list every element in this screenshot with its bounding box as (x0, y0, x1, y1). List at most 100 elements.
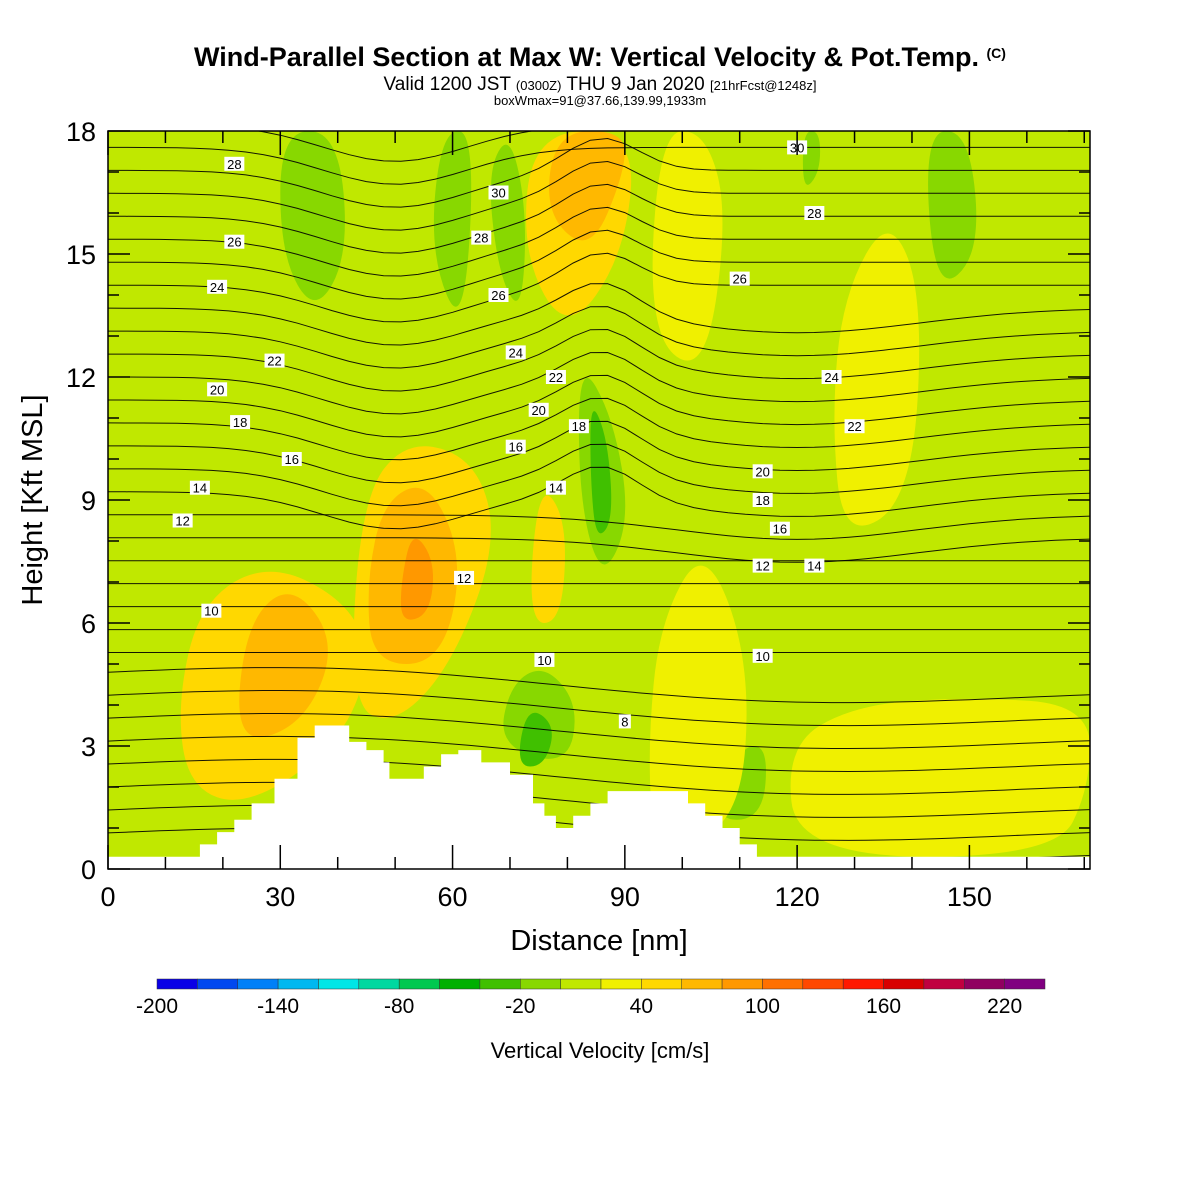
svg-text:14: 14 (549, 481, 563, 496)
velocity-region-20 (790, 698, 1090, 857)
velocity-region-18 (802, 131, 821, 185)
chart-title: Wind-Parallel Section at Max W: Vertical… (194, 42, 1006, 72)
x-tick-label: 0 (100, 882, 115, 912)
isentrope-line (108, 146, 1090, 185)
copyright-mark: (C) (986, 45, 1006, 61)
contour-label: 10 (201, 603, 222, 619)
y-tick-label: 0 (81, 855, 96, 885)
contour-label: 10 (752, 648, 773, 664)
x-axis-label: Distance [nm] (510, 925, 687, 957)
svg-text:16: 16 (773, 522, 787, 537)
contour-label: 22 (844, 419, 865, 434)
contour-label: 20 (752, 464, 773, 479)
x-tick-label: 60 (438, 882, 468, 912)
velocity-region-17 (928, 131, 977, 279)
colorbar-swatch (156, 978, 198, 990)
svg-text:12: 12 (755, 559, 769, 574)
svg-text:14: 14 (193, 481, 207, 496)
velocity-region-4 (400, 538, 434, 620)
svg-text:28: 28 (474, 231, 488, 246)
svg-text:10: 10 (204, 604, 218, 619)
contour-label: 28 (804, 206, 825, 221)
svg-text:24: 24 (210, 280, 224, 295)
y-axis: 0 3 6 9 12 15 18 (66, 117, 96, 885)
contour-label: 18 (752, 493, 773, 508)
isentrope-line (108, 420, 1090, 484)
x-tick-label: 120 (775, 882, 820, 912)
colorbar-swatch (1004, 978, 1046, 990)
svg-text:28: 28 (807, 206, 821, 221)
colorbar-swatch (762, 978, 804, 990)
contour-label: 16 (769, 521, 790, 537)
velocity-region-9 (490, 144, 526, 301)
colorbar-swatch (237, 978, 279, 990)
colorbar-tick-label: -200 (136, 995, 178, 1018)
svg-text:8: 8 (621, 714, 628, 729)
svg-text:20: 20 (210, 382, 224, 397)
contour-label: 8 (618, 714, 631, 729)
colorbar-tick-label: 160 (866, 995, 901, 1018)
svg-text:24: 24 (824, 370, 838, 385)
colorbar-tick-label: -140 (257, 995, 299, 1018)
svg-text:20: 20 (531, 403, 545, 418)
svg-text:22: 22 (549, 370, 563, 385)
x-tick-label: 90 (610, 882, 640, 912)
contour-label: 22 (264, 353, 285, 369)
colorbar-tick-label: 40 (630, 995, 653, 1018)
svg-text:28: 28 (227, 157, 241, 172)
contour-label: 14 (804, 558, 825, 574)
svg-text:18: 18 (572, 419, 586, 434)
y-tick-label: 15 (66, 240, 96, 270)
contour-label: 12 (752, 558, 773, 574)
isentrope-line (108, 667, 1090, 704)
contour-label: 30 (488, 185, 509, 201)
colorbar-tick-label: -20 (505, 995, 535, 1018)
contour-label: 28 (224, 156, 245, 172)
contour-label: 12 (454, 570, 475, 586)
colorbar-label: Vertical Velocity [cm/s] (490, 1038, 710, 1063)
chart-info: boxWmax=91@37.66,139.99,1933m (493, 93, 707, 108)
isentrope-line (108, 206, 1090, 277)
colorbar-swatch (318, 978, 360, 990)
velocity-region-16 (433, 131, 472, 307)
isentrope-line (108, 514, 1090, 540)
contour-label: 28 (471, 230, 492, 246)
isentrope-line (108, 713, 1090, 749)
svg-text:10: 10 (755, 649, 769, 664)
svg-text:30: 30 (491, 186, 505, 201)
svg-text:18: 18 (755, 493, 769, 508)
contour-label: 26 (224, 234, 245, 250)
svg-text:20: 20 (755, 464, 769, 479)
svg-text:24: 24 (508, 345, 522, 360)
velocity-region-22 (652, 131, 723, 361)
velocity-region-7 (549, 131, 625, 241)
velocity-region-19 (649, 565, 747, 840)
x-tick-label: 150 (947, 882, 992, 912)
potential-temperature-contours (108, 131, 1090, 864)
isentrope-line (108, 397, 1090, 461)
isentrope-line (108, 374, 1090, 438)
y-axis-label: Height [Kft MSL] (17, 394, 49, 605)
axis-ticks (107, 130, 1090, 870)
contour-label: 14 (545, 480, 566, 496)
contour-label: 26 (729, 271, 750, 287)
colorbar-swatch (439, 978, 481, 990)
isentrope-line (108, 283, 1090, 346)
velocity-region-13 (519, 712, 552, 767)
contour-label: 12 (172, 513, 193, 529)
colorbar-swatch (197, 978, 238, 990)
colorbar-swatch (479, 978, 521, 990)
velocity-region-15 (280, 131, 345, 301)
colorbar-swatch (358, 978, 400, 990)
isentrope-line (108, 160, 1090, 231)
svg-text:12: 12 (457, 571, 471, 586)
colorbar-swatch (398, 978, 440, 990)
contour-label: 24 (505, 345, 526, 360)
y-tick-label: 18 (66, 117, 96, 147)
plot-area: 8 10 10 10 12 12 12 14 14 14 16 16 16 18 18 18 20 20 20 22 2… (107, 130, 1091, 870)
colorbar-swatch (600, 978, 642, 990)
svg-text:12: 12 (175, 514, 189, 529)
svg-text:22: 22 (847, 419, 861, 434)
isentrope-line (108, 137, 1090, 208)
